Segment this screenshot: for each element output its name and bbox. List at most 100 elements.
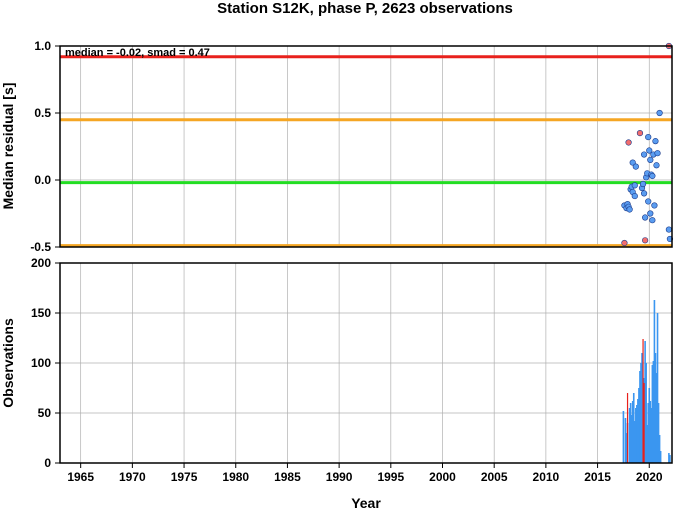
observations-y-ticks: 200 150 100 50 0 (31, 256, 60, 470)
observations-y-tick-label: 100 (31, 356, 51, 370)
observation-bar (629, 403, 632, 463)
residual-plot-frame (59, 45, 673, 248)
residual-point (631, 192, 638, 200)
observation-bar (649, 401, 652, 463)
observations-gridlines (60, 262, 672, 464)
observation-bar (637, 399, 639, 463)
x-tick-label: 2010 (533, 470, 560, 484)
observation-bar (640, 363, 642, 463)
observation-bar (652, 361, 655, 463)
residual-point (645, 134, 652, 141)
residual-point (626, 206, 633, 213)
residual-point (647, 210, 654, 217)
residual-point (639, 180, 647, 188)
observation-bar (638, 388, 640, 463)
residual-panel: 1.0 0.5 0.0 -0.5 median = -0.02, smad = 0.4… (0, 39, 674, 254)
observation-bar (622, 411, 625, 463)
residual-points (621, 42, 674, 247)
observation-bar (639, 371, 641, 463)
residual-point (640, 151, 648, 158)
observation-bar (628, 408, 631, 463)
residual-point (647, 156, 654, 163)
observation-bar (657, 403, 660, 463)
x-tick-label: 1970 (119, 470, 146, 484)
observation-bar (631, 401, 634, 463)
observation-bar (659, 451, 662, 463)
observations-y-tick-label: 0 (44, 456, 51, 470)
residual-point (632, 163, 639, 170)
observation-bar (655, 373, 658, 463)
observation-bar (624, 418, 627, 463)
x-tick-label: 2000 (429, 470, 456, 484)
residual-point (652, 138, 659, 145)
observation-bar (647, 403, 650, 463)
x-tick-label: 2005 (481, 470, 508, 484)
residual-point (645, 198, 652, 205)
observation-bar (656, 313, 659, 463)
x-tick-label: 1975 (171, 470, 198, 484)
observation-bar (658, 435, 661, 463)
residual-point (654, 150, 661, 157)
observation-bar (641, 353, 643, 463)
observation-bar (625, 433, 628, 463)
outlier-residual-point (636, 130, 644, 137)
outlier-observation-bar (626, 393, 629, 463)
outlier-residual-point (621, 239, 628, 247)
x-tick-label: 2020 (636, 470, 663, 484)
residual-y-tick-label: -0.5 (30, 240, 51, 254)
residual-point (653, 162, 660, 169)
residual-point (640, 190, 648, 197)
residual-point (649, 217, 656, 224)
x-tick-label: 1995 (377, 470, 404, 484)
observation-bar (653, 300, 656, 463)
residual-y-ticks: 1.0 0.5 0.0 -0.5 (30, 39, 60, 254)
observation-bar (654, 353, 657, 463)
x-tick-label: 1965 (67, 470, 94, 484)
residual-reference-lines (60, 55, 672, 248)
residual-point (656, 109, 663, 117)
residual-point (629, 159, 636, 166)
x-tick-label: 1990 (326, 470, 353, 484)
residual-gridlines (60, 45, 672, 248)
observation-bar (645, 363, 647, 463)
x-axis-label: Year (351, 495, 381, 511)
residual-y-tick-label: 1.0 (34, 39, 51, 53)
residual-y-tick-label: 0.0 (34, 173, 51, 187)
x-tick-label: 2015 (584, 470, 611, 484)
stats-annotation: median = -0.02, smad = 0.47 (65, 47, 210, 59)
x-tick-label: 1985 (274, 470, 301, 484)
observation-bar (630, 415, 633, 463)
outlier-residual-point (625, 139, 632, 146)
residual-y-tick-label: 0.5 (34, 106, 51, 120)
residual-point (646, 147, 653, 154)
observation-bar (632, 393, 635, 463)
year-x-ticks: 1965 1970 1975 1980 1985 1990 1995 2000 2005 2010… (67, 463, 663, 484)
observation-bar (644, 341, 646, 463)
observations-y-tick-label: 200 (31, 256, 51, 270)
observations-y-axis-label: Observations (0, 318, 16, 408)
x-tick-label: 1980 (222, 470, 249, 484)
outlier-residual-point (642, 237, 649, 244)
residual-point (651, 202, 658, 209)
observation-bar (669, 455, 671, 463)
observation-bar (650, 408, 653, 463)
observation-bar (646, 425, 648, 463)
observation-bar (668, 453, 670, 463)
observation-bar (636, 405, 638, 463)
observations-panel: 200 150 100 50 0 1965 1970 1975 1980 1985 1990 199… (0, 256, 673, 511)
observation-bar (651, 365, 654, 463)
residual-y-axis-label: Median residual [s] (0, 83, 16, 210)
outlier-observation-bar (643, 383, 645, 463)
residual-point (649, 172, 656, 180)
observations-y-tick-label: 50 (38, 406, 52, 420)
observation-bar (635, 408, 637, 463)
residual-point (631, 182, 638, 189)
residual-point (665, 226, 672, 233)
chart-title: Station S12K, phase P, 2623 observations (217, 0, 513, 17)
residual-point (642, 214, 649, 221)
observation-bar (648, 388, 651, 463)
outlier-observation-bar (642, 339, 644, 463)
observation-bar (633, 421, 636, 463)
observations-bars (622, 300, 671, 463)
